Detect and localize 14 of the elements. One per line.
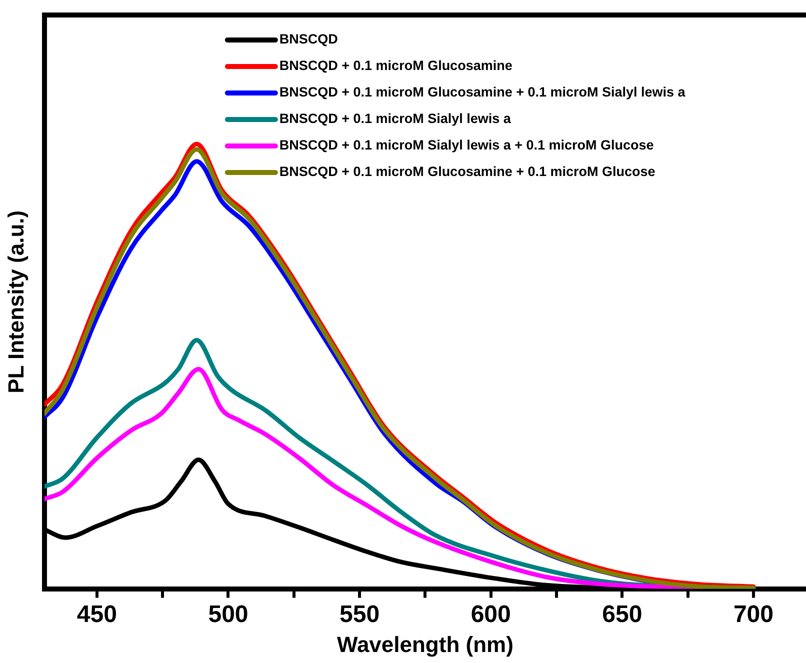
x-tick-label: 450 [76,600,117,628]
legend-label: BNSCQD + 0.1 microM Sialyl lewis a [279,111,512,126]
y-axis-title: PL Intensity (a.u.) [3,210,28,394]
legend-label: BNSCQD + 0.1 microM Sialyl lewis a + 0.1 microM Glucose [279,138,654,153]
legend-label: BNSCQD [279,32,338,47]
x-tick-label: 550 [340,600,380,628]
legend-label: BNSCQD + 0.1 microM Glucosamine + 0.1 microM Sialyl lewis a [279,84,686,100]
legend-label: BNSCQD + 0.1 microM Glucosamine [279,58,513,74]
x-tick-label: 700 [733,600,774,628]
x-axis-title: Wavelength (nm) [336,632,514,657]
legend-label: BNSCQD + 0.1 microM Glucosamine + 0.1 microM Glucose [279,164,656,180]
x-tick-label: 500 [208,600,248,628]
x-tick-label: 600 [470,600,511,628]
x-tick-label: 650 [602,600,642,628]
